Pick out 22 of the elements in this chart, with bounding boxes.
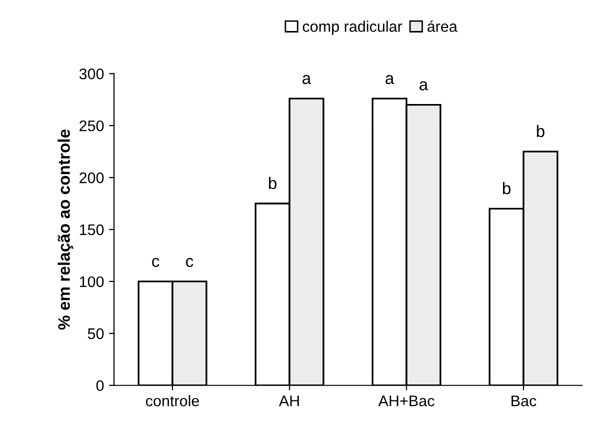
x-tick-label: AH: [278, 396, 299, 406]
data-label: a: [302, 75, 312, 84]
y-axis-title: % em relação ao controle: [58, 130, 74, 330]
y-tick-label: 150: [80, 224, 104, 236]
y-tick-label: 0: [96, 380, 104, 392]
y-tick-label: 300: [79, 68, 104, 80]
data-label: c: [152, 258, 160, 268]
data-label: a: [420, 81, 428, 90]
data-label: b: [536, 124, 544, 138]
legend-label: área: [427, 20, 458, 32]
x-tick-label: AH+Bac: [378, 396, 434, 406]
y-tick-label: 50: [88, 328, 104, 340]
data-label: c: [186, 258, 194, 268]
data-label: a: [386, 75, 394, 84]
data-label: b: [268, 176, 276, 190]
x-tick-label: controle: [146, 395, 199, 406]
x-tick-label: Bac: [512, 396, 536, 406]
data-label: b: [502, 182, 510, 194]
y-tick-label: 250: [80, 120, 104, 132]
y-tick-label: 200: [80, 172, 104, 184]
legend-label: comp radicular: [302, 20, 402, 35]
y-tick-label: 100: [80, 276, 104, 288]
